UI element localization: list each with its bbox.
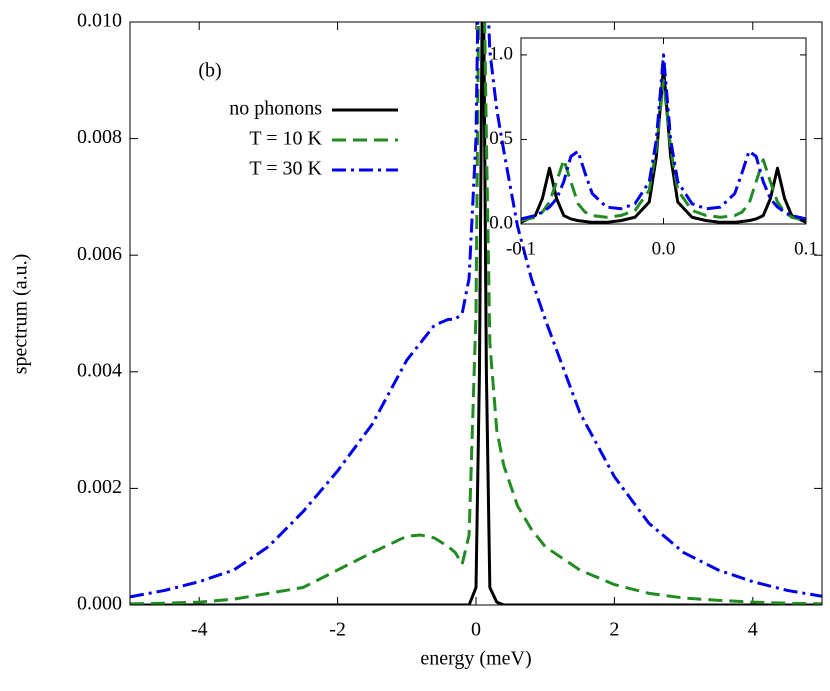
legend-label: T = 10 K xyxy=(249,128,322,150)
x-tick-label: -0.1 xyxy=(506,238,536,259)
y-tick-label: 0.010 xyxy=(77,10,122,32)
x-tick-label: -4 xyxy=(191,619,208,641)
y-tick-label: 0.008 xyxy=(77,126,122,148)
plot-frame xyxy=(129,21,823,606)
legend-label: no phonons xyxy=(229,98,322,120)
x-axis-label: energy (meV) xyxy=(420,648,531,670)
series-line xyxy=(521,53,806,221)
x-tick-label: 0 xyxy=(471,619,481,641)
x-tick-label: 2 xyxy=(609,619,619,641)
series-line xyxy=(130,22,822,605)
series-line xyxy=(521,78,806,223)
y-tick-label: 1.0 xyxy=(489,43,513,64)
panel-label: (b) xyxy=(198,60,221,82)
legend-label: T = 30 K xyxy=(249,158,322,180)
series-group xyxy=(130,22,822,605)
plot-frame xyxy=(520,37,807,225)
y-tick-label: 0.0 xyxy=(489,212,513,233)
y-tick-label: 0.006 xyxy=(77,243,122,265)
series-group xyxy=(521,53,806,224)
x-tick-label: 0.1 xyxy=(794,238,818,259)
y-tick-label: 0.000 xyxy=(77,593,122,615)
x-tick-label: 4 xyxy=(748,619,758,641)
y-axis-label: spectrum (a.u.) xyxy=(10,254,32,375)
x-tick-label: 0.0 xyxy=(652,238,676,259)
series-line xyxy=(130,22,822,599)
series-line xyxy=(130,22,822,605)
y-tick-label: 0.5 xyxy=(489,128,513,149)
x-tick-label: -2 xyxy=(329,619,346,641)
y-tick-label: 0.002 xyxy=(77,476,122,498)
y-tick-label: 0.004 xyxy=(77,359,122,381)
